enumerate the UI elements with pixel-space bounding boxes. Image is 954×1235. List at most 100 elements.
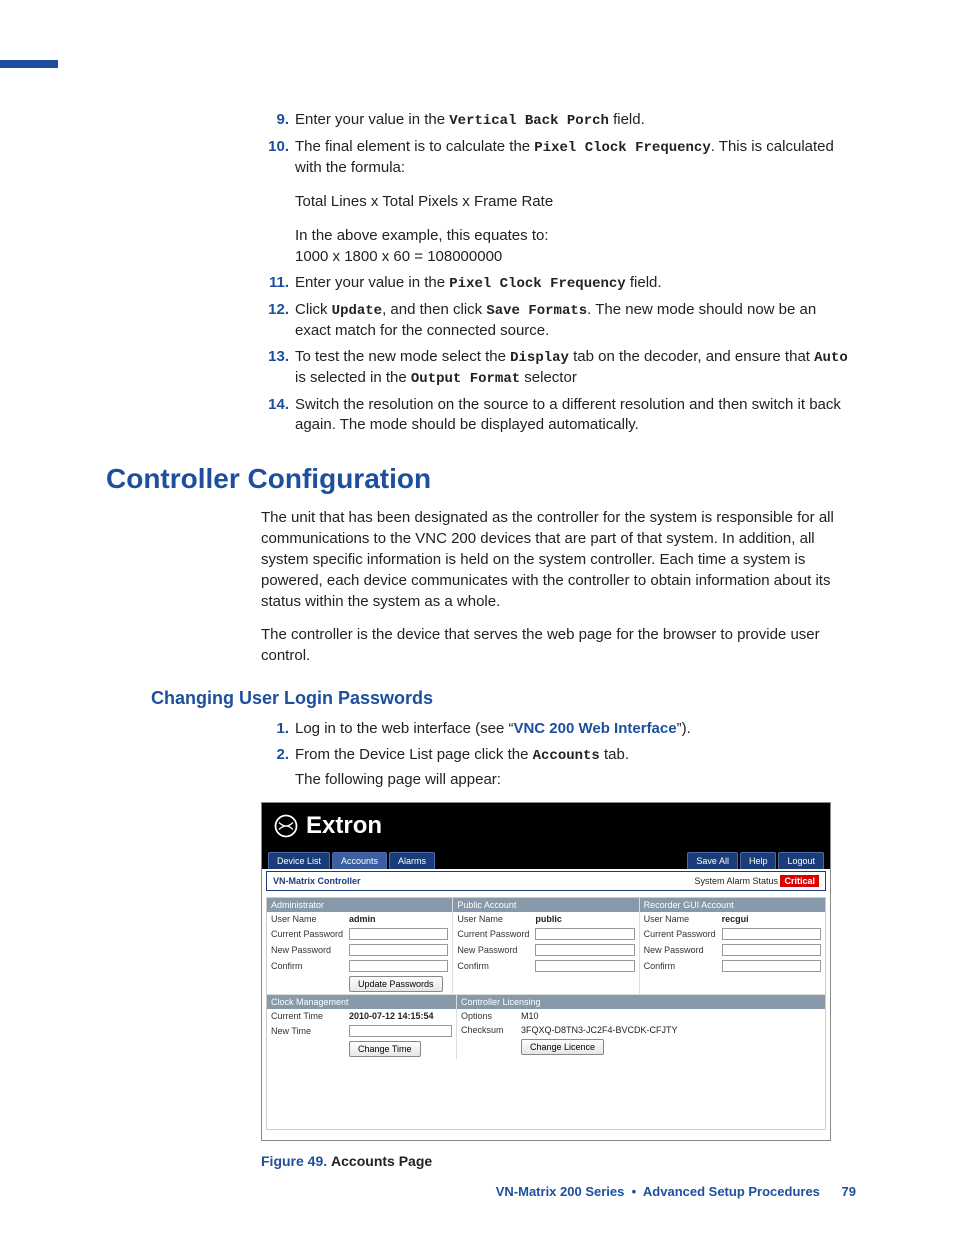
extron-logo-icon (272, 812, 300, 840)
text: ”). (677, 720, 691, 737)
step-body: To test the new mode select the Display … (295, 347, 856, 389)
column-header: Recorder GUI Account (640, 898, 825, 912)
logout-button[interactable]: Logout (778, 852, 824, 869)
cross-reference-link[interactable]: VNC 200 Web Interface (513, 720, 676, 737)
brand-name: Extron (306, 812, 382, 840)
current-password-input[interactable] (349, 928, 448, 940)
new-password-input[interactable] (722, 944, 821, 956)
panel-header: Clock Management (267, 995, 456, 1009)
field-name: Pixel Clock Frequency (534, 140, 710, 156)
current-password-label: Current Password (457, 929, 535, 939)
login-step-1: 1. Log in to the web interface (see “VNC… (261, 719, 856, 739)
text: To test the new mode select the (295, 348, 510, 365)
panel-header: Controller Licensing (457, 995, 825, 1009)
new-password-input[interactable] (535, 944, 634, 956)
tab-device-list[interactable]: Device List (268, 852, 330, 869)
formula: Total Lines x Total Pixels x Frame Rate (295, 192, 856, 212)
step-number: 2. (261, 745, 289, 790)
text: , and then click (382, 301, 486, 318)
step-number: 13. (261, 347, 289, 389)
tab-alarms[interactable]: Alarms (389, 852, 435, 869)
footer-section: Advanced Setup Procedures (643, 1184, 820, 1199)
section-paragraph: The unit that has been designated as the… (261, 507, 856, 612)
new-password-label: New Password (457, 945, 535, 955)
text: The final element is to calculate the (295, 138, 534, 155)
page-accent-bar (0, 60, 58, 68)
text: Enter your value in the (295, 274, 449, 291)
current-time-value: 2010-07-12 14:15:54 (349, 1011, 452, 1021)
action: Update (332, 303, 382, 319)
update-passwords-button[interactable]: Update Passwords (349, 976, 443, 992)
selector-name: Output Format (411, 371, 520, 387)
current-password-input[interactable] (535, 928, 634, 940)
step-number: 10. (261, 137, 289, 267)
subsection-heading: Changing User Login Passwords (151, 688, 856, 709)
change-licence-button[interactable]: Change Licence (521, 1039, 604, 1055)
field-name: Vertical Back Porch (449, 113, 609, 129)
username-label: User Name (457, 914, 535, 924)
text: Click (295, 301, 332, 318)
text: tab on the decoder, and ensure that (569, 348, 814, 365)
figure-caption: Figure 49. Accounts Page (261, 1153, 856, 1169)
page-number: 79 (842, 1184, 856, 1199)
current-time-label: Current Time (271, 1011, 349, 1021)
page-footer: VN-Matrix 200 Series • Advanced Setup Pr… (496, 1184, 856, 1199)
change-time-button[interactable]: Change Time (349, 1041, 421, 1057)
help-button[interactable]: Help (740, 852, 777, 869)
step-number: 12. (261, 300, 289, 341)
current-password-label: Current Password (644, 929, 722, 939)
step-number: 11. (261, 273, 289, 294)
title-bar: VN-Matrix Controller System Alarm Status… (266, 871, 826, 891)
new-password-input[interactable] (349, 944, 448, 956)
figure-title: Accounts Page (331, 1153, 432, 1169)
new-password-label: New Password (644, 945, 722, 955)
step-12: 12. Click Update, and then click Save Fo… (261, 300, 856, 341)
recorder-gui-column: Recorder GUI Account User Namerecgui Cur… (640, 898, 825, 994)
text: From the Device List page click the (295, 746, 533, 763)
public-account-column: Public Account User Namepublic Current P… (453, 898, 639, 994)
checksum-label: Checksum (461, 1025, 521, 1035)
status-badge: Critical (780, 875, 819, 887)
step-9: 9. Enter your value in the Vertical Back… (261, 110, 856, 131)
followup-text: The following page will appear: (295, 770, 856, 790)
accounts-page-screenshot: Extron Device List Accounts Alarms Save … (261, 802, 831, 1141)
login-steps: 1. Log in to the web interface (see “VNC… (261, 719, 856, 790)
new-password-label: New Password (271, 945, 349, 955)
action: Save Formats (486, 303, 587, 319)
section-paragraph: The controller is the device that serves… (261, 624, 856, 666)
username-value: public (535, 914, 634, 924)
confirm-input[interactable] (349, 960, 448, 972)
step-number: 9. (261, 110, 289, 131)
confirm-input[interactable] (535, 960, 634, 972)
options-value: M10 (521, 1011, 821, 1021)
step-body: Enter your value in the Pixel Clock Freq… (295, 273, 856, 294)
step-body: The final element is to calculate the Pi… (295, 137, 856, 267)
footer-series: VN-Matrix 200 Series (496, 1184, 625, 1199)
controller-licensing-panel: Controller Licensing OptionsM10 Checksum… (457, 995, 825, 1059)
step-14: 14. Switch the resolution on the source … (261, 395, 856, 436)
screenshot-header: Extron (262, 803, 830, 849)
save-all-button[interactable]: Save All (687, 852, 738, 869)
steps-list: 9. Enter your value in the Vertical Back… (261, 110, 856, 435)
tab-name: Display (510, 350, 569, 366)
username-value: admin (349, 914, 448, 924)
controller-title: VN-Matrix Controller (273, 876, 361, 886)
current-password-input[interactable] (722, 928, 821, 940)
tab-accounts[interactable]: Accounts (332, 852, 387, 869)
figure-label: Figure 49. (261, 1153, 327, 1169)
accounts-columns: Administrator User Nameadmin Current Pas… (267, 898, 825, 995)
text: is selected in the (295, 369, 411, 386)
step-number: 14. (261, 395, 289, 436)
step-body: Log in to the web interface (see “VNC 20… (295, 719, 856, 739)
status-label: System Alarm Status (694, 876, 778, 886)
confirm-input[interactable] (722, 960, 821, 972)
tab-bar-right: Save All Help Logout (687, 852, 824, 869)
username-label: User Name (644, 914, 722, 924)
text: tab. (600, 746, 629, 763)
text: Enter your value in the (295, 111, 449, 128)
confirm-label: Confirm (644, 961, 722, 971)
extron-logo: Extron (272, 812, 382, 840)
login-step-2: 2. From the Device List page click the A… (261, 745, 856, 790)
new-time-input[interactable] (349, 1025, 452, 1037)
options-label: Options (461, 1011, 521, 1021)
